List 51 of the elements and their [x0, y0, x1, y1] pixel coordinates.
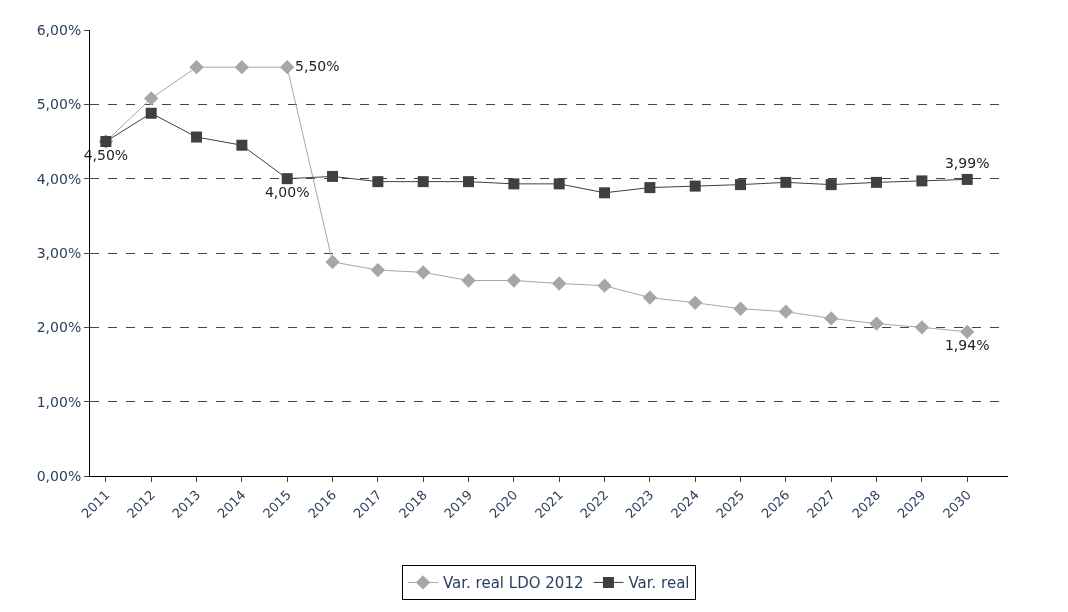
point [370, 262, 386, 278]
point [642, 290, 658, 305]
point [325, 254, 340, 270]
y-tick-label: 5,00% [36, 96, 82, 113]
y-tick-label: 0,00% [36, 467, 82, 484]
point [461, 273, 476, 288]
point [281, 173, 293, 185]
point [824, 311, 839, 326]
data-label: 4,00% [264, 184, 310, 201]
point [644, 182, 656, 194]
point [553, 178, 565, 190]
point [191, 131, 203, 143]
point [778, 304, 794, 319]
point [871, 176, 883, 188]
point [733, 301, 748, 316]
point [735, 179, 747, 191]
point [234, 60, 250, 75]
data-label: 3,99% [944, 155, 990, 172]
point [327, 170, 339, 182]
point [960, 324, 975, 339]
point [508, 178, 520, 190]
point [914, 320, 930, 335]
point [552, 276, 567, 291]
y-tick-label: 4,00% [36, 170, 82, 187]
point [961, 173, 973, 185]
point [236, 139, 248, 151]
point [416, 265, 431, 280]
point [145, 107, 157, 119]
point [417, 176, 429, 188]
point [372, 176, 384, 188]
point [144, 91, 159, 106]
y-tick-label: 2,00% [36, 319, 82, 336]
data-label: 5,50% [295, 57, 340, 74]
point [189, 60, 204, 75]
point [916, 175, 928, 187]
point [280, 60, 295, 75]
point [599, 187, 611, 199]
point [780, 176, 792, 188]
y-tick-label: 3,00% [36, 244, 82, 261]
point [463, 176, 475, 188]
point [689, 180, 701, 192]
point [688, 295, 703, 310]
point [597, 278, 612, 293]
data-label: 1,94% [944, 337, 990, 354]
point [506, 273, 522, 288]
point [825, 179, 837, 191]
point [869, 316, 884, 331]
y-tick-label: 1,00% [36, 393, 82, 410]
y-tick-label: 6,00% [36, 21, 82, 38]
legend-label: Var. real [628, 574, 690, 593]
legend-label: Var. real LDO 2012 [443, 574, 584, 593]
